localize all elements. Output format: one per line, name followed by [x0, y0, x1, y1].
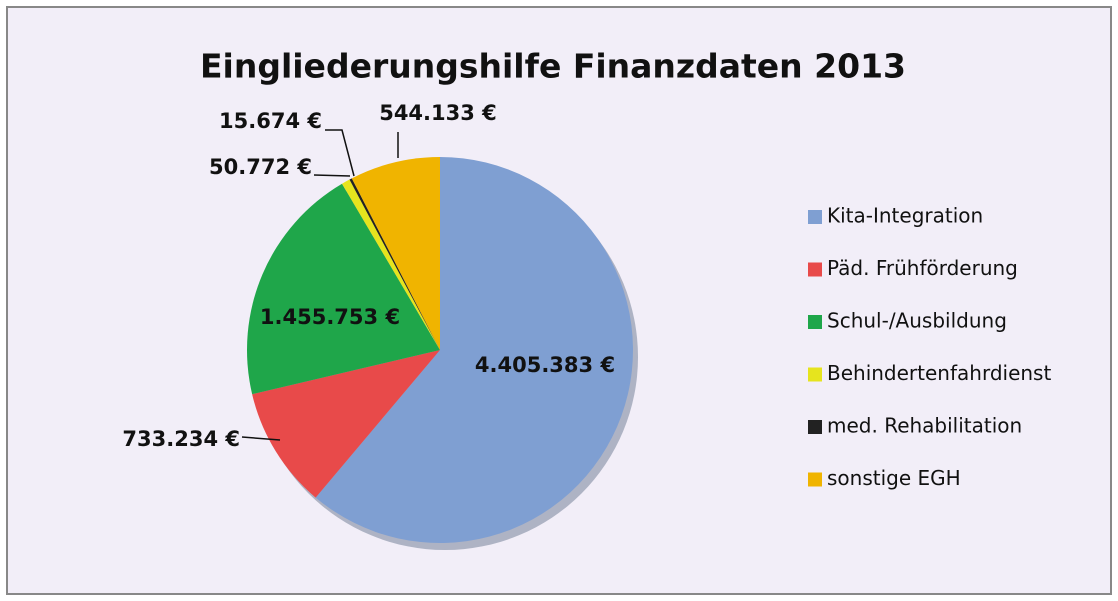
- pie-slice: [315, 157, 634, 544]
- legend-label: Kita-Integration: [827, 204, 983, 228]
- legend-label: Behindertenfahrdienst: [827, 361, 1051, 385]
- legend-label: Schul-/Ausbildung: [827, 309, 1007, 333]
- data-label: 544.133 €: [379, 101, 497, 125]
- pie-slice: [252, 350, 440, 498]
- pie-slice: [247, 183, 440, 395]
- chart-title: Eingliederungshilfe Finanzdaten 2013: [200, 47, 906, 86]
- leader-line: [313, 174, 351, 177]
- data-label: 1.455.753 €: [260, 305, 400, 329]
- legend-swatch: [808, 367, 822, 382]
- legend-swatch: [808, 472, 822, 487]
- leader-line: [325, 129, 355, 177]
- legend-swatch: [808, 315, 822, 329]
- pie-slice: [342, 179, 440, 350]
- data-label: 4.405.383 €: [475, 353, 615, 377]
- legend-swatch: [808, 420, 822, 434]
- data-label: 733.234 €: [122, 427, 240, 451]
- legend-swatch: [808, 210, 822, 224]
- leader-line: [241, 436, 281, 441]
- legend-label: sonstige EGH: [827, 466, 961, 490]
- legend-swatch: [808, 262, 822, 277]
- data-label: 50.772 €: [209, 155, 312, 179]
- legend-label: med. Rehabilitation: [827, 414, 1022, 438]
- legend-label: Päd. Frühförderung: [827, 256, 1018, 280]
- pie-slice: [349, 178, 440, 350]
- data-label: 15.674 €: [219, 109, 322, 133]
- pie-slice: [351, 157, 440, 350]
